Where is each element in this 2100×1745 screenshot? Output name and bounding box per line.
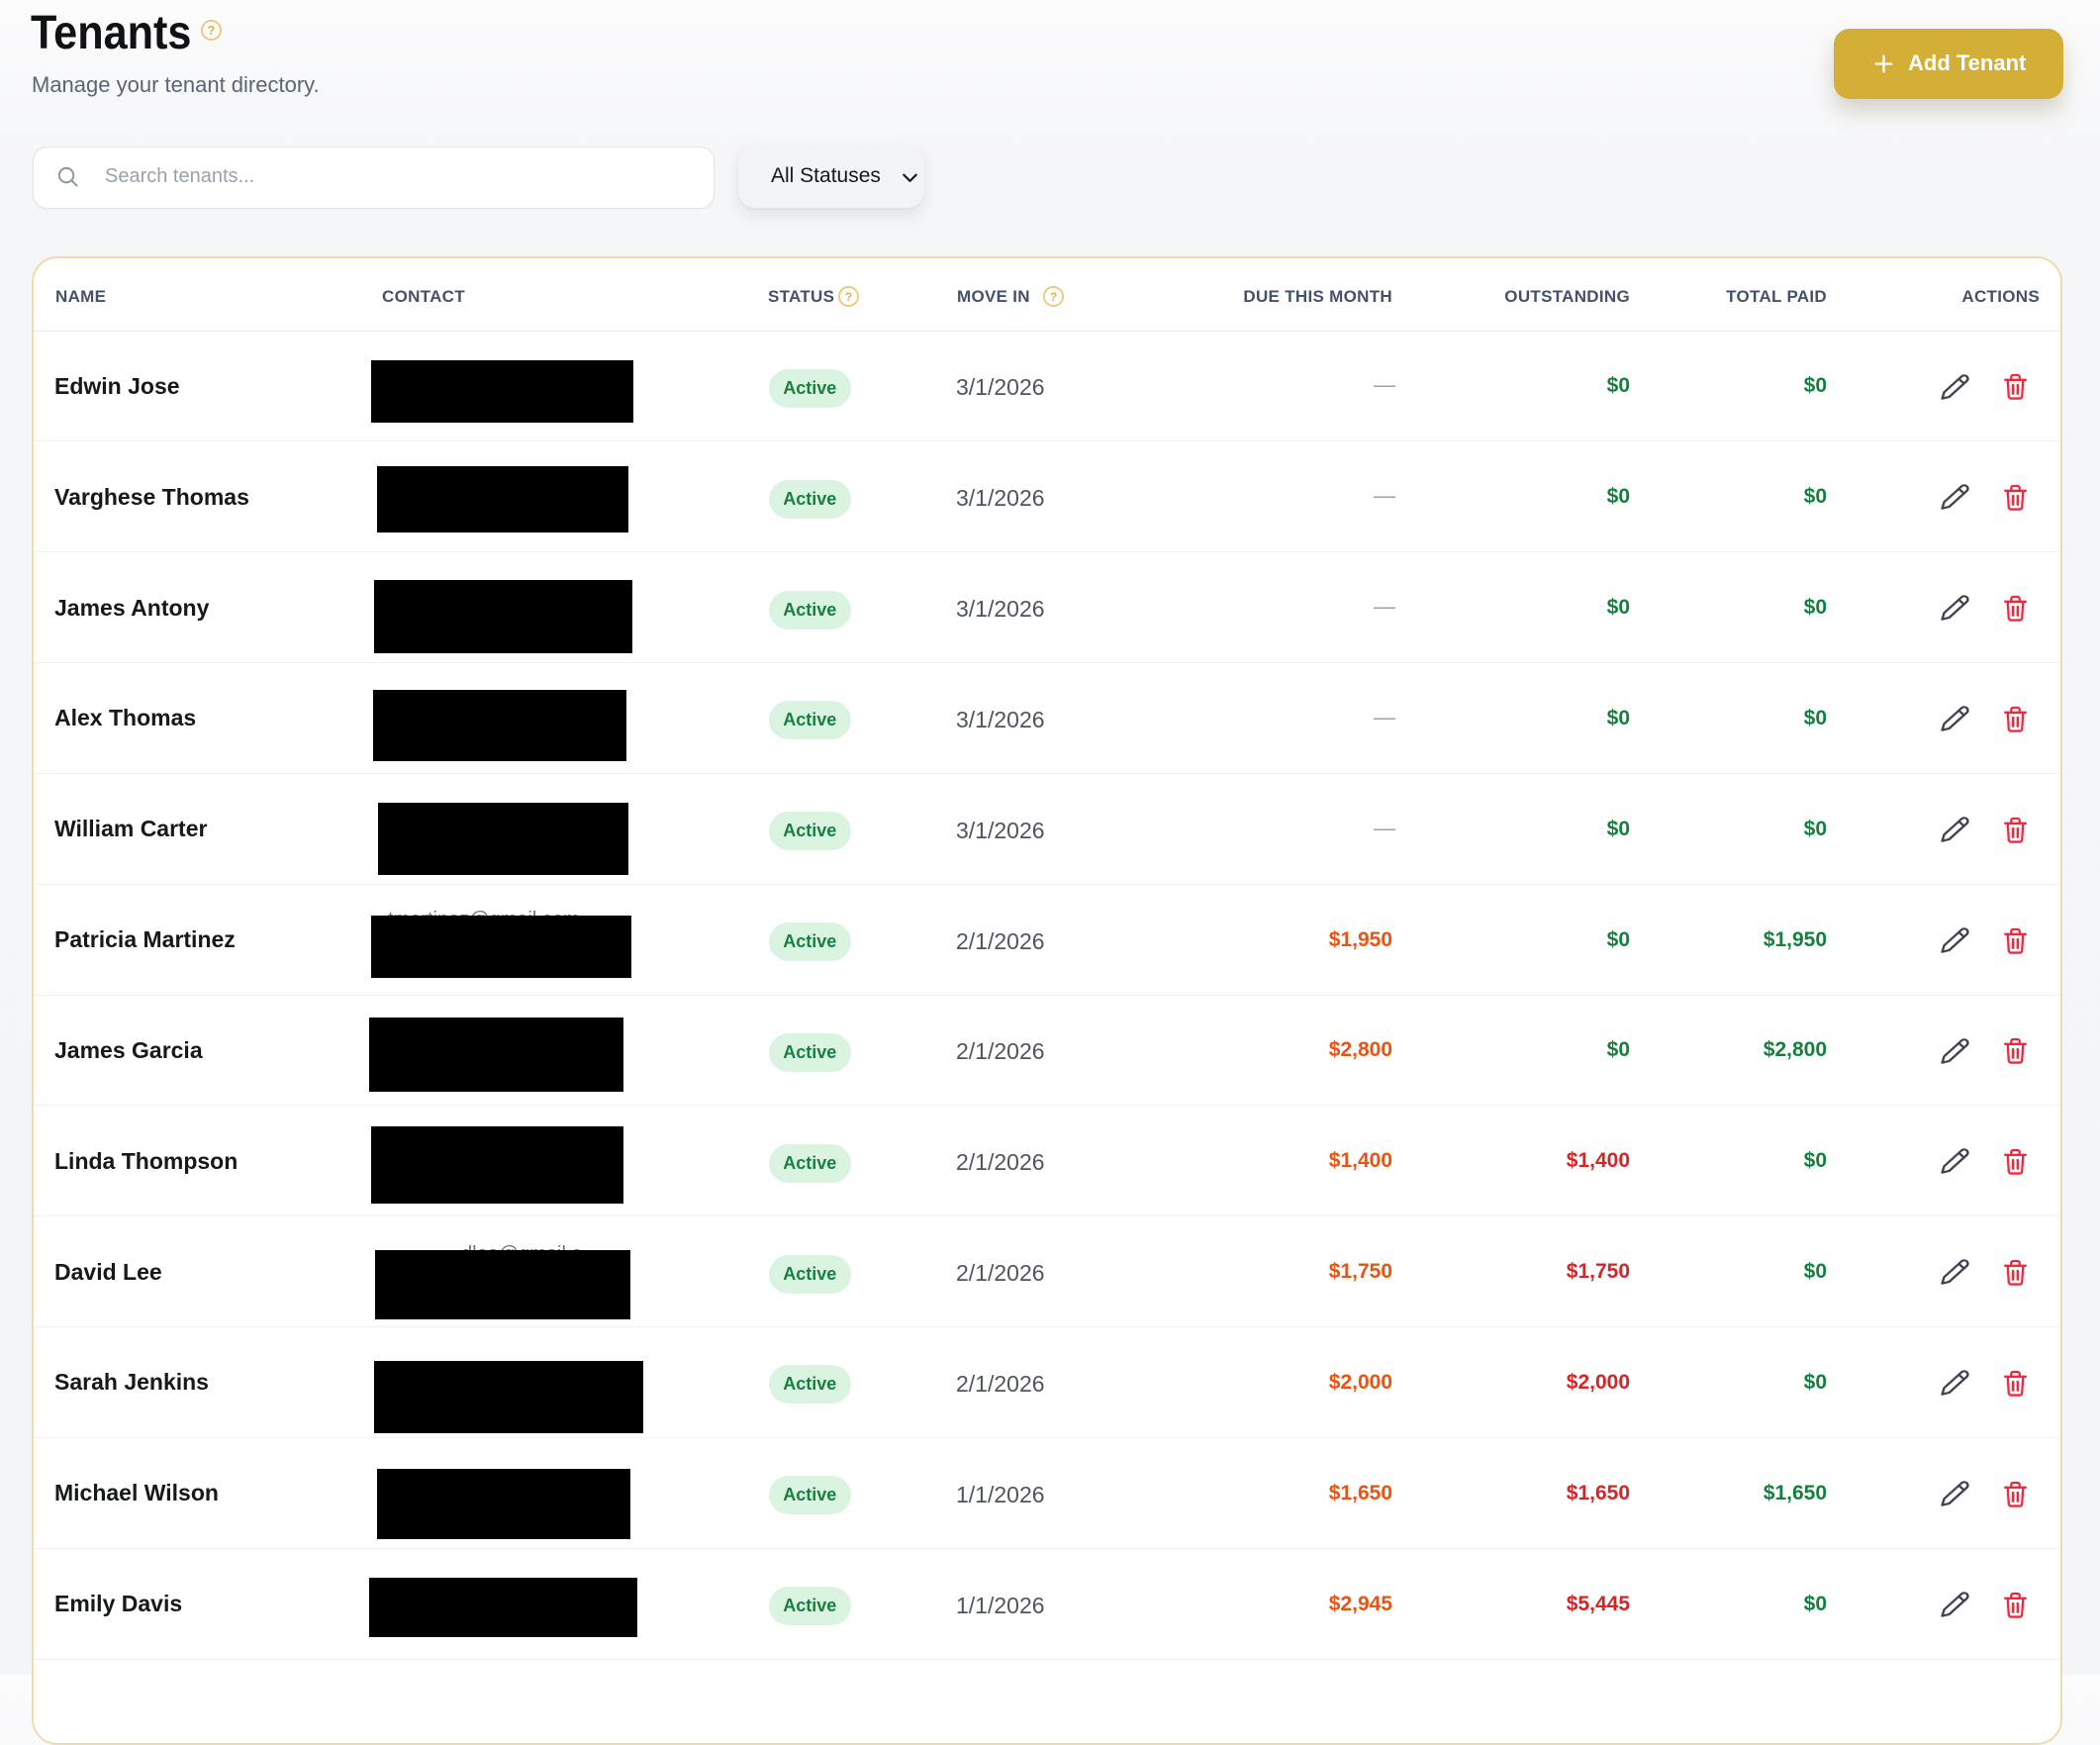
svg-text:?: ? xyxy=(845,289,852,303)
svg-text:?: ? xyxy=(208,23,216,38)
svg-text:?: ? xyxy=(1049,289,1056,303)
